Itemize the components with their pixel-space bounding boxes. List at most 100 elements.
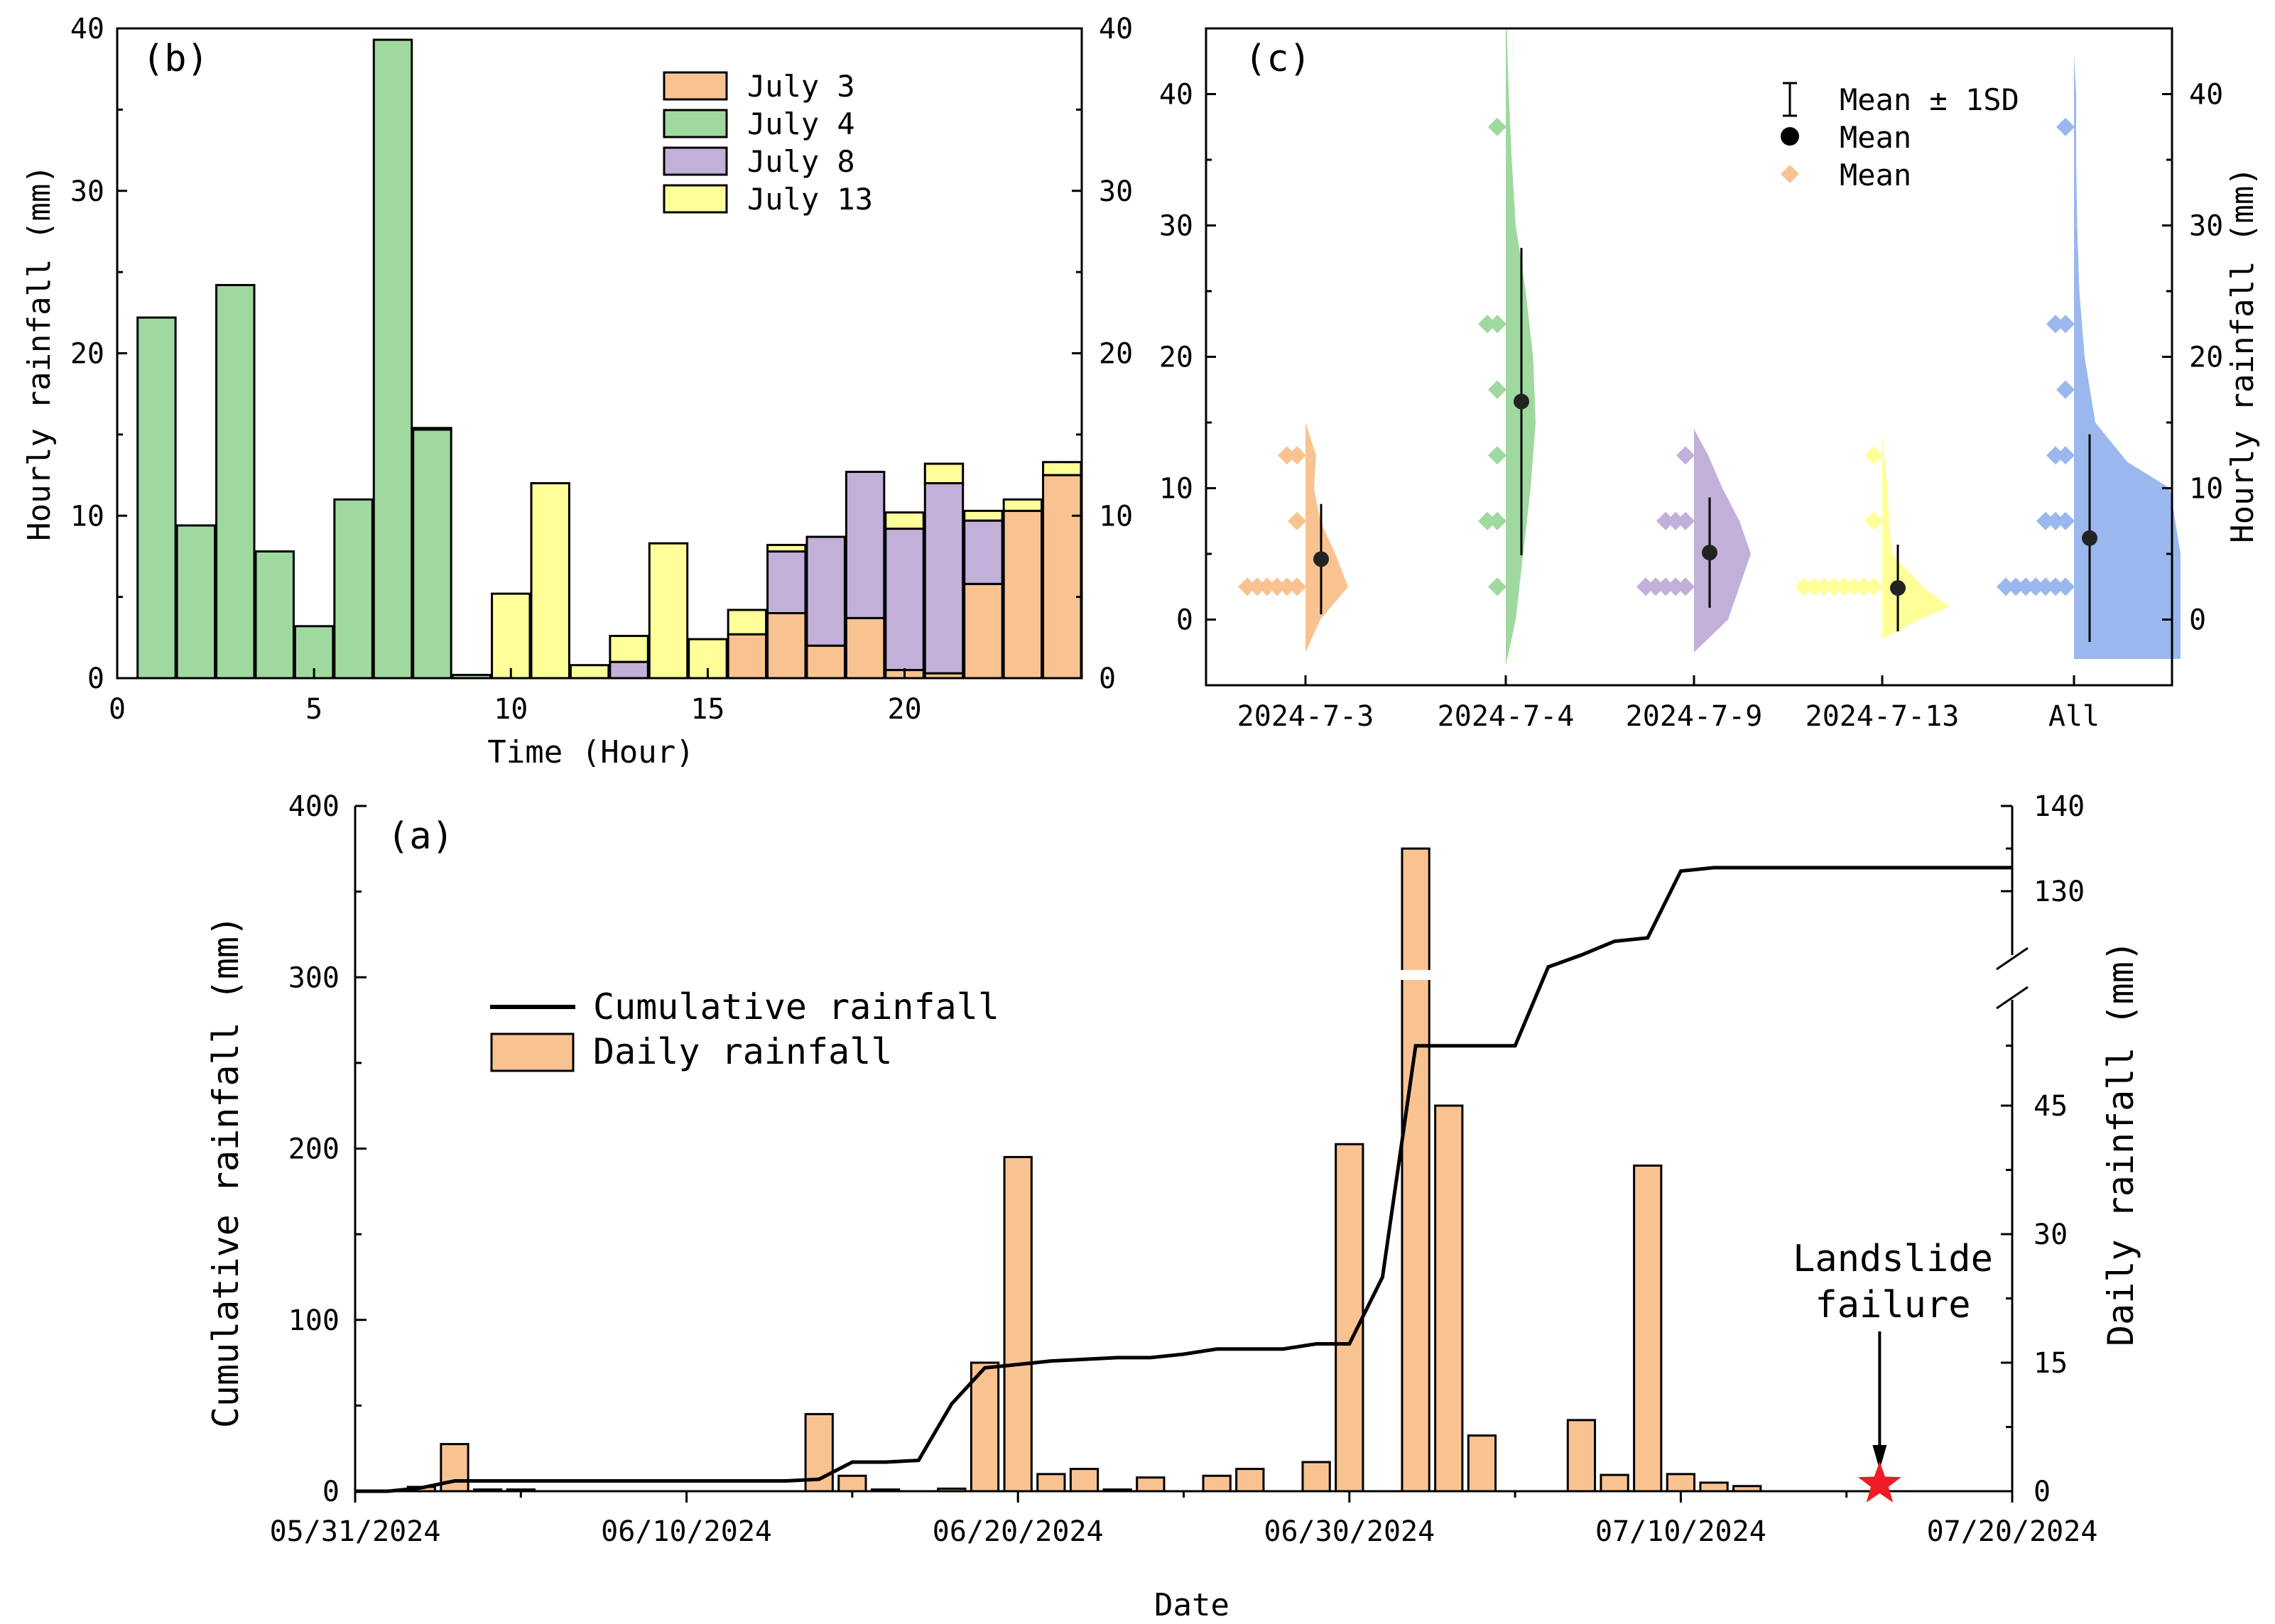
c-y2-tick-label: 40 [2189, 79, 2223, 111]
legend-swatch-daily [490, 1032, 575, 1072]
bar-july13-h13 [609, 635, 649, 663]
bar-july3-h19 [845, 616, 886, 680]
a-y-tick-label: 100 [288, 1304, 340, 1337]
data-point-All [2056, 511, 2075, 530]
legend-label-mean: Mean [1840, 120, 1911, 155]
panel-c-tag: (c) [1244, 38, 1311, 80]
data-point-2024-7-13 [1795, 577, 1813, 596]
b-y-tick-label: 20 [70, 338, 104, 371]
daily-bar-day38 [1600, 1473, 1629, 1493]
data-point-2024-7-4 [1478, 315, 1497, 334]
bar-july3-h18 [805, 644, 846, 680]
data-point-2024-7-4 [1488, 117, 1506, 136]
c-y2-tick-label: 30 [2189, 210, 2223, 243]
c-y2-tick-label: 20 [2189, 342, 2223, 374]
violin-2024-7-3 [1305, 423, 1348, 653]
data-point-2024-7-3 [1288, 446, 1306, 465]
c-y-tick-label: 10 [1159, 473, 1193, 506]
bar-july8-h21 [923, 482, 965, 675]
bar-july4-h6 [333, 498, 374, 680]
bar-july3-h24 [1042, 474, 1082, 680]
bar-july8-h13 [609, 660, 649, 680]
bar-break-gap [1400, 970, 1431, 980]
axis-break-mark [1996, 986, 2029, 1010]
legend-swatch-july13 [663, 184, 728, 214]
legend-swatch-july8 [663, 146, 728, 176]
b-x-tick-label: 20 [887, 693, 921, 726]
mean-dot-2024-7-4 [1514, 393, 1529, 410]
bar-july4-h8 [412, 428, 452, 680]
data-point-2024-7-4 [1488, 446, 1506, 465]
data-point-2024-7-13 [1864, 577, 1883, 596]
a-x-tick-label: 06/30/2024 [1264, 1515, 1435, 1548]
data-point-All [2046, 511, 2065, 530]
b-y-tick-label: 30 [70, 175, 104, 208]
b-x-tick-label: 0 [109, 693, 126, 726]
data-point-2024-7-4 [1488, 315, 1506, 334]
data-point-2024-7-9 [1666, 577, 1685, 596]
panel-c-legend: Mean ± 1SD Mean Mean [1781, 82, 2019, 192]
data-point-2024-7-9 [1656, 577, 1675, 596]
bar-july3-h23 [1002, 509, 1043, 680]
data-point-All [2036, 511, 2055, 530]
c-x-tick-label: All [2048, 700, 2100, 733]
b-y-tick-label: 40 [70, 13, 104, 45]
b-x-tick-label: 5 [305, 693, 322, 726]
data-point-2024-7-13 [1805, 577, 1823, 596]
daily-bar-day40 [1666, 1473, 1696, 1493]
a-y2-tick-label: 0 [2034, 1476, 2051, 1508]
panel-a-daily-bars [406, 847, 1762, 1493]
b-y-tick-label: 0 [87, 663, 104, 695]
data-point-2024-7-13 [1845, 577, 1863, 596]
bar-july4-h3 [215, 283, 256, 680]
a-x-tick-label: 07/10/2024 [1595, 1515, 1766, 1548]
panel-b-x-axis-label: Time (Hour) [487, 734, 694, 770]
b-y2-tick-label: 30 [1099, 175, 1133, 208]
bar-july8-h18 [805, 535, 846, 647]
annotation-landslide: Landslide [1793, 1238, 1993, 1280]
data-point-2024-7-13 [1864, 446, 1883, 465]
data-point-2024-7-3 [1278, 446, 1296, 465]
panel-c-ticks: 0 0 10 10 20 20 30 30 40 40 2024-7-3 2024-7-4 2024-7… [1159, 79, 2223, 734]
legend-label-july8: July 8 [747, 144, 855, 179]
data-point-2024-7-3 [1288, 577, 1306, 596]
data-point-2024-7-9 [1676, 511, 1695, 530]
bar-july13-h10 [491, 592, 531, 680]
panel-a-x-axis-label: Date [1154, 1587, 1229, 1623]
b-x-tick-label: 10 [494, 693, 528, 726]
data-point-2024-7-13 [1864, 511, 1883, 530]
a-y-tick-label: 0 [322, 1476, 340, 1508]
data-point-All [2056, 315, 2075, 334]
c-y-tick-label: 0 [1176, 604, 1193, 637]
legend-label-mean-points: Mean [1840, 158, 1911, 192]
panel-b-bars [136, 38, 1082, 680]
c-y-tick-label: 30 [1159, 210, 1193, 243]
c-y2-tick-label: 10 [2189, 473, 2223, 506]
bar-july13-h16 [727, 609, 768, 636]
data-point-All [2056, 446, 2075, 465]
bar-july4-h1 [136, 316, 177, 680]
a-y-tick-label: 200 [288, 1133, 340, 1166]
mean-dot-All [2082, 530, 2097, 546]
bar-july13-h17 [766, 543, 807, 553]
daily-bar-day19 [970, 1361, 1000, 1493]
legend-swatch-july3 [663, 71, 728, 101]
bar-july3-h22 [963, 582, 1004, 680]
data-point-2024-7-3 [1238, 577, 1256, 596]
a-y2-tick-label: 45 [2034, 1090, 2068, 1123]
daily-bar-day27 [1235, 1468, 1265, 1493]
annotation-arrowhead [1872, 1445, 1887, 1470]
data-point-All [2046, 315, 2065, 334]
bar-july8-h19 [845, 470, 886, 619]
a-y-tick-label: 300 [288, 961, 340, 994]
bar-july13-h23 [1002, 498, 1043, 512]
legend-label-july3: July 3 [747, 69, 855, 104]
landslide-star-icon [1857, 1461, 1901, 1503]
bar-july13-h20 [884, 511, 925, 530]
daily-bar-day30 [1335, 1143, 1364, 1493]
legend-label-july4: July 4 [747, 107, 855, 141]
bar-july13-h24 [1042, 461, 1082, 476]
bar-july8-h20 [884, 528, 925, 672]
b-y2-tick-label: 40 [1099, 13, 1133, 45]
